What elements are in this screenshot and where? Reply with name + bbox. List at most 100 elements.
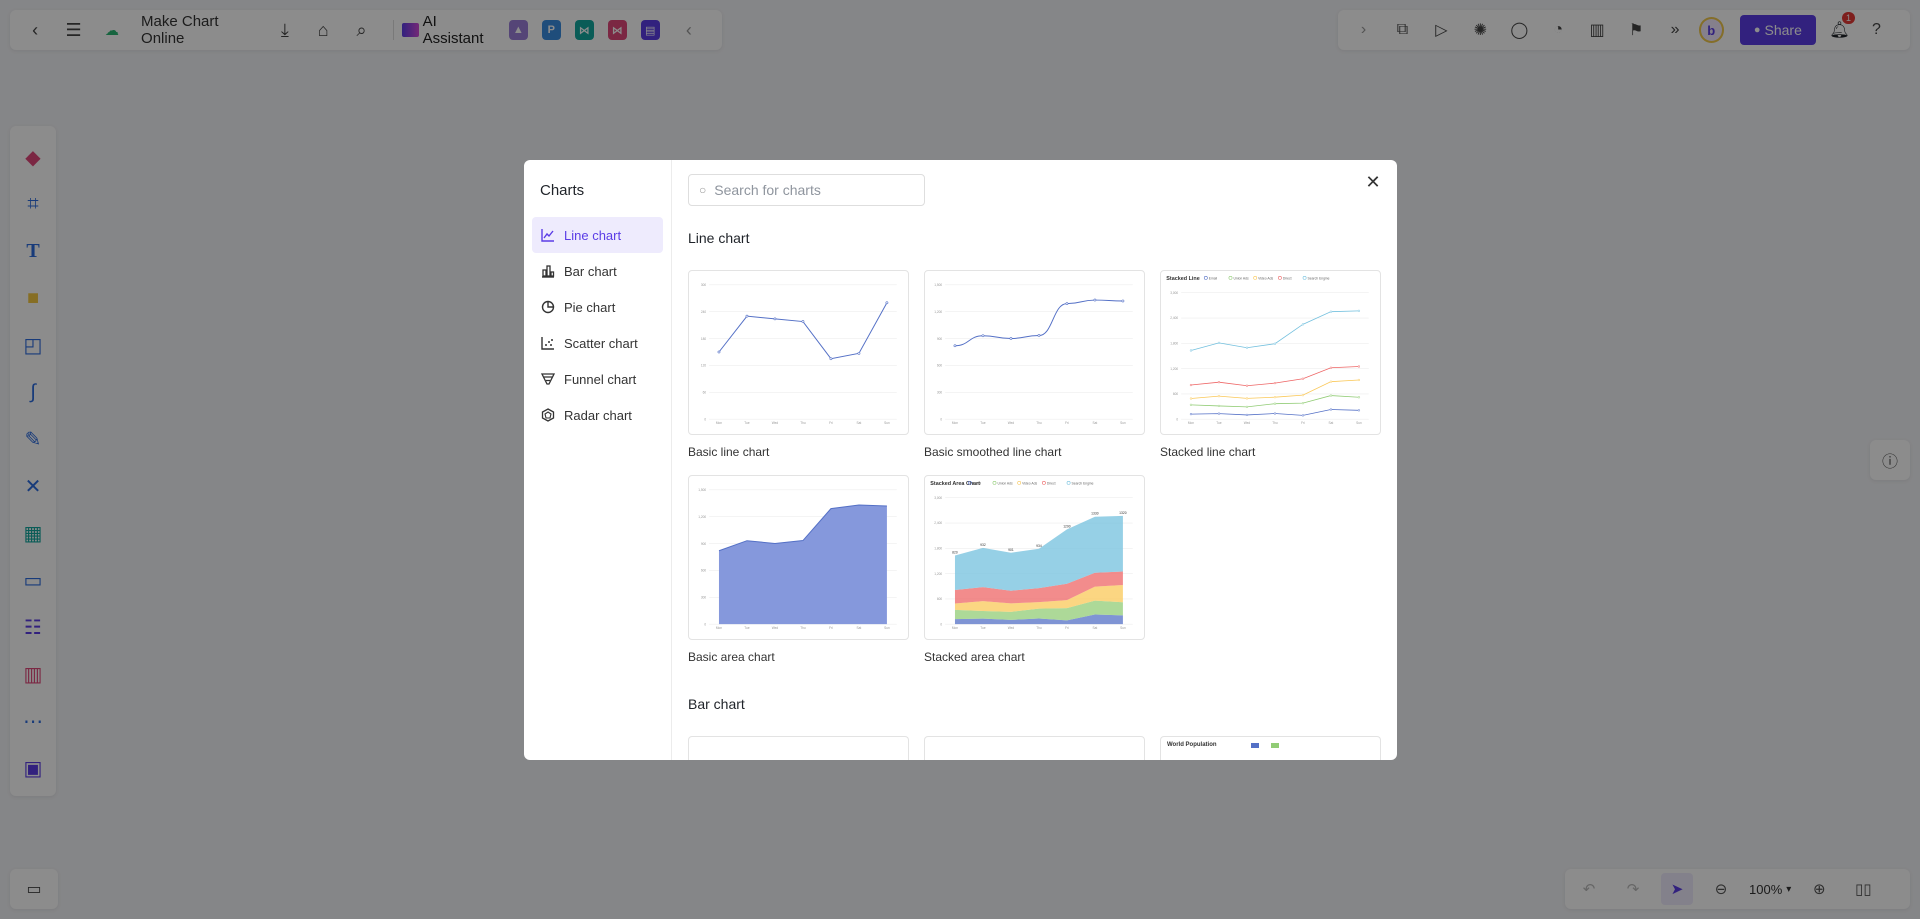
series-area xyxy=(954,515,1123,591)
chart-thumbnail[interactable] xyxy=(924,736,1145,760)
text-box-icon[interactable]: ▭ xyxy=(23,569,43,592)
category-line-chart[interactable]: Line chart xyxy=(532,217,663,253)
chart-card-basic-smoothed-line[interactable]: 0 300 600 900 1,200 1,500 Mon Tue Wed Thu Fri Sat Su… xyxy=(924,270,1145,459)
present-icon[interactable]: ▷ xyxy=(1435,22,1448,39)
x-tick-label: Wed xyxy=(1008,421,1015,425)
y-tick-label: 3,000 xyxy=(934,496,942,500)
chart-thumbnail[interactable]: World Population xyxy=(1160,736,1381,760)
back-icon[interactable]: ‹ xyxy=(32,19,39,40)
mindmap-icon[interactable]: ✕ xyxy=(24,475,42,498)
category-bar-chart[interactable]: Bar chart xyxy=(532,253,663,289)
filter-icon[interactable]: ⚑ xyxy=(1628,22,1644,39)
category-pie-chart[interactable]: Pie chart xyxy=(532,289,663,325)
connector-icon[interactable]: ∫ xyxy=(30,380,36,403)
frame-icon[interactable]: ⌗ xyxy=(27,192,39,215)
divider xyxy=(392,20,394,40)
comment-icon[interactable]: ◯ xyxy=(1510,22,1529,39)
zoom-in-icon[interactable]: ⊕ xyxy=(1812,881,1826,898)
avatar[interactable]: b xyxy=(1698,17,1724,43)
chart-card-stacked-line[interactable]: Stacked Line Email Union Ads Video Ads Direc… xyxy=(1160,270,1381,459)
data-point xyxy=(1217,381,1221,384)
data-point xyxy=(1189,349,1193,352)
data-point xyxy=(1189,383,1193,387)
category-scatter-chart[interactable]: Scatter chart xyxy=(532,325,663,361)
category-radar-chart[interactable]: Radar chart xyxy=(532,397,663,433)
y-tick-label: 600 xyxy=(701,569,707,573)
list-icon[interactable]: ☷ xyxy=(24,616,42,639)
data-point xyxy=(1357,409,1361,412)
chart-thumbnail[interactable]: 0 300 600 900 1,200 1,500 Mon Tue Wed Thu Fri Sat Su… xyxy=(688,475,909,640)
ai-logo-icon xyxy=(401,23,419,37)
flowchart-app-icon[interactable]: ⋈ xyxy=(607,20,627,40)
redo-icon[interactable]: ↷ xyxy=(1626,881,1640,898)
data-point xyxy=(801,320,805,323)
bar-chart-icon xyxy=(540,263,556,279)
pen-icon[interactable]: ✎ xyxy=(24,428,42,451)
x-tick-label: Fri xyxy=(829,626,833,630)
chart-thumbnail[interactable]: Stacked Area Chart Email Union Ads Video Ad… xyxy=(924,475,1145,640)
download-icon[interactable]: ⤓ xyxy=(280,19,289,40)
y-tick-label: 300 xyxy=(701,595,707,599)
line-chart-grid: 0 60 120 180 240 300 Mon Tue Wed Thu Fri Sat Sun Bas… xyxy=(688,270,1381,664)
minimap-icon[interactable]: ▭ xyxy=(10,869,58,909)
legend-marker xyxy=(1302,276,1307,280)
document-title[interactable]: Make Chart Online xyxy=(141,13,219,47)
kanban-icon[interactable]: ▥ xyxy=(23,663,43,686)
zoom-out-icon[interactable]: ⊖ xyxy=(1714,881,1728,898)
search-icon[interactable]: ⌕ xyxy=(356,19,367,40)
y-tick-label: 600 xyxy=(937,364,943,368)
legend-label: Search Engine xyxy=(1308,276,1330,280)
share-button[interactable]: ● Share xyxy=(1739,15,1816,45)
image-app-icon[interactable]: ▲ xyxy=(508,20,528,40)
chart-card-basic-line[interactable]: 0 60 120 180 240 300 Mon Tue Wed Thu Fri Sat Sun Bas… xyxy=(688,270,909,459)
chart-thumbnail[interactable]: 0 300 600 900 1,200 1,500 Mon Tue Wed Thu Fri Sat Su… xyxy=(924,270,1145,435)
category-label: Radar chart xyxy=(564,407,632,423)
chart-thumbnail[interactable] xyxy=(688,736,909,760)
data-label: 1320 xyxy=(1119,511,1127,515)
user-icon: ● xyxy=(1753,24,1761,36)
table-icon[interactable]: ▦ xyxy=(23,522,43,545)
y-tick-label: 300 xyxy=(937,390,943,394)
x-tick-label: Sat xyxy=(857,421,862,425)
templates-icon[interactable]: ⧉ xyxy=(1396,21,1409,38)
timer-icon[interactable]: ◔ xyxy=(1553,21,1564,38)
data-point xyxy=(1329,394,1333,397)
text-icon[interactable]: T xyxy=(26,239,40,262)
chart-card-stacked-area[interactable]: Stacked Area Chart Email Union Ads Video Ad… xyxy=(924,475,1145,664)
x-tick-label: Thu xyxy=(800,421,806,425)
series-line xyxy=(718,504,887,552)
shape-icon[interactable]: ◰ xyxy=(23,334,43,357)
search-input[interactable]: ○ Search for charts xyxy=(688,174,925,206)
category-funnel-chart[interactable]: Funnel chart xyxy=(532,361,663,397)
expand-chevron-icon[interactable]: › xyxy=(1360,21,1367,38)
chart-card-label: Basic line chart xyxy=(688,445,770,459)
chart-card-basic-area[interactable]: 0 300 600 900 1,200 1,500 Mon Tue Wed Thu Fri Sat Su… xyxy=(688,475,909,664)
notification-bell-icon[interactable]: 🔔︎ 1 xyxy=(1826,12,1855,44)
chart-thumbnail[interactable]: Stacked Line Email Union Ads Video Ads Direc… xyxy=(1160,270,1381,435)
legend-marker xyxy=(1228,276,1233,280)
menu-icon[interactable]: ☰ xyxy=(65,19,82,40)
apps-icon[interactable]: ▣ xyxy=(23,757,43,780)
select-pointer-icon[interactable]: ➤ xyxy=(1661,873,1693,905)
more-icon[interactable]: ⋯ xyxy=(23,710,43,733)
tag-icon[interactable]: ⌂ xyxy=(317,19,329,40)
help-icon[interactable]: ? xyxy=(1871,21,1881,38)
undo-icon[interactable]: ↶ xyxy=(1582,881,1596,898)
ai-assistant-button[interactable]: AI Assistant xyxy=(401,13,497,47)
info-icon[interactable]: ⓘ xyxy=(1870,440,1910,480)
chart-thumbnail[interactable]: 0 60 120 180 240 300 Mon Tue Wed Thu Fri Sat Sun xyxy=(688,270,909,435)
sticky-note-icon[interactable]: ■ xyxy=(26,286,40,309)
chat-app-icon[interactable]: ▤ xyxy=(640,20,660,40)
mindmap-app-icon[interactable]: ⋈ xyxy=(574,20,594,40)
vote-icon[interactable]: ▥ xyxy=(1589,22,1605,39)
more-chevrons-icon[interactable]: » xyxy=(1670,21,1680,38)
collapse-chevron-icon[interactable]: ‹ xyxy=(685,19,692,40)
celebrate-icon[interactable]: ✺ xyxy=(1473,22,1488,39)
presentation-app-icon[interactable]: P xyxy=(541,20,561,40)
zoom-dropdown-icon[interactable]: ▾ xyxy=(1786,883,1792,895)
close-icon[interactable]: ✕ xyxy=(1365,171,1381,192)
shapes-palette-icon[interactable]: ◆ xyxy=(25,146,41,169)
data-point xyxy=(1093,298,1097,302)
book-icon[interactable]: ▯▯ xyxy=(1855,881,1872,898)
zoom-level[interactable]: 100% xyxy=(1749,881,1783,897)
